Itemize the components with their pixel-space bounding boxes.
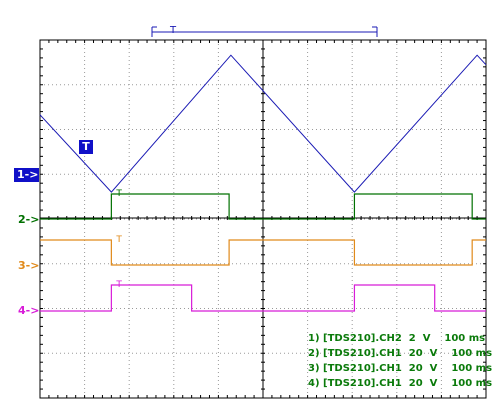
channel-2-trace — [40, 193, 486, 220]
channel-3-trace — [40, 239, 486, 266]
channel-3-marker[interactable]: 3-> — [18, 259, 40, 272]
legend-line-1: 1) [TDS210].CH2 2 V 100 ms — [308, 333, 486, 344]
channel-settings-legend: 1) [TDS210].CH2 2 V 100 ms 2) [TDS210].C… — [308, 331, 496, 391]
channel-1-marker[interactable]: 1-> — [14, 168, 39, 182]
channel-1-trace — [39, 54, 487, 193]
waveform-traces: T T T — [39, 54, 487, 312]
record-view-bar: T — [151, 25, 378, 37]
channel-4-trigger-tick: T — [115, 280, 122, 290]
legend-line-3: 3) [TDS210].CH1 20 V 100 ms — [308, 363, 493, 374]
graticule — [39, 39, 487, 399]
record-bar-trigger-label: T — [169, 25, 177, 36]
channel-4-marker[interactable]: 4-> — [18, 304, 40, 317]
channel-2-marker[interactable]: 2-> — [18, 213, 40, 226]
legend-line-2: 2) [TDS210].CH1 20 V 100 ms — [308, 348, 493, 359]
legend-line-4: 4) [TDS210].CH1 20 V 100 ms — [308, 378, 493, 389]
trigger-marker[interactable]: T — [79, 140, 93, 154]
channel-4-trace — [40, 284, 486, 312]
channel-2-trigger-tick: T — [115, 189, 122, 199]
channel-3-trigger-tick: T — [115, 235, 122, 245]
